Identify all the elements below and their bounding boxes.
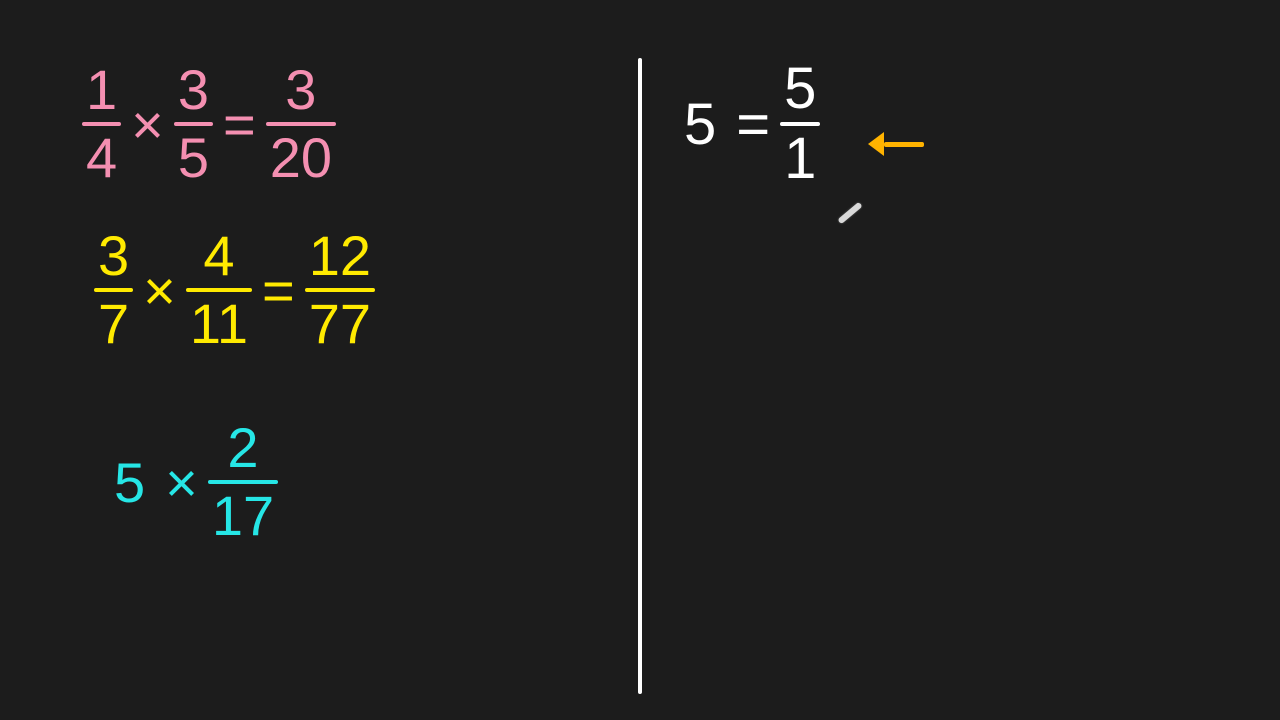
denominator: 20 <box>266 130 336 186</box>
fraction: 3 5 <box>174 62 213 186</box>
fraction: 2 17 <box>208 420 278 544</box>
multiply-sign: × <box>121 92 174 157</box>
arrow-shaft <box>884 142 924 147</box>
denominator: 17 <box>208 488 278 544</box>
numerator: 5 <box>780 60 820 118</box>
denominator: 5 <box>174 130 213 186</box>
numerator: 3 <box>281 62 320 118</box>
denominator: 1 <box>780 130 820 188</box>
fraction: 3 20 <box>266 62 336 186</box>
denominator: 77 <box>305 296 375 352</box>
pointer-arrow-icon <box>868 132 924 156</box>
equals-sign: = <box>726 91 780 158</box>
denominator: 7 <box>94 296 133 352</box>
equals-sign: = <box>213 92 266 157</box>
equals-sign: = <box>252 258 305 323</box>
equation-3: 5 × 2 17 <box>114 420 278 544</box>
arrow-head-icon <box>868 132 884 156</box>
denominator: 4 <box>82 130 121 186</box>
numerator: 3 <box>94 228 133 284</box>
pen-cursor-icon <box>837 202 862 225</box>
numerator: 12 <box>305 228 375 284</box>
numerator: 2 <box>223 420 262 476</box>
equation-4: 5 = 5 1 <box>684 60 820 188</box>
fraction: 5 1 <box>780 60 820 188</box>
multiply-sign: × <box>133 258 186 323</box>
numerator: 3 <box>174 62 213 118</box>
fraction: 1 4 <box>82 62 121 186</box>
whole-number: 5 <box>684 91 726 158</box>
fraction: 3 7 <box>94 228 133 352</box>
fraction: 12 77 <box>305 228 375 352</box>
numerator: 4 <box>199 228 238 284</box>
equation-2: 3 7 × 4 11 = 12 77 <box>94 228 375 352</box>
equation-1: 1 4 × 3 5 = 3 20 <box>82 62 336 186</box>
denominator: 11 <box>186 296 252 352</box>
vertical-divider <box>638 58 642 694</box>
numerator: 1 <box>82 62 121 118</box>
chalkboard-stage: 1 4 × 3 5 = 3 20 3 7 × 4 11 = <box>0 0 1280 720</box>
fraction: 4 11 <box>186 228 252 352</box>
multiply-sign: × <box>155 450 208 515</box>
whole-number: 5 <box>114 450 155 515</box>
